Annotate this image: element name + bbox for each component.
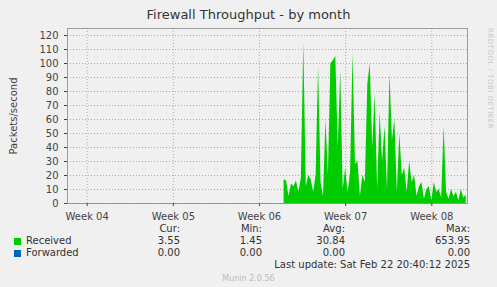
svg-text:Week 08: Week 08 xyxy=(410,211,453,221)
html-text:Min:: Min: xyxy=(240,223,262,234)
svg-text:Packets/second: Packets/second xyxy=(8,78,19,155)
html-text:RRDTOOL / TOBI OETIKER: RRDTOOL / TOBI OETIKER xyxy=(486,28,494,130)
html-text:3.55: 3.55 xyxy=(157,235,180,246)
html-text:1.45: 1.45 xyxy=(239,235,262,246)
html-text:Last update: Sat Feb 22 20:40:: Last update: Sat Feb 22 20:40:12 2025 xyxy=(274,259,470,270)
html-text:Avg:: Avg: xyxy=(323,223,345,234)
svg-text:Week 05: Week 05 xyxy=(152,211,195,221)
html-text:0.00: 0.00 xyxy=(239,247,262,258)
svg-text:Week 04: Week 04 xyxy=(66,211,109,221)
html-text:653.95: 653.95 xyxy=(435,235,470,246)
svg-text:20: 20 xyxy=(46,170,59,181)
svg-text:0: 0 xyxy=(52,198,58,209)
svg-text:50: 50 xyxy=(46,128,59,139)
svg-text:10: 10 xyxy=(46,184,59,195)
svg-text:Week 07: Week 07 xyxy=(324,211,367,221)
html-text:Munin 2.0.56: Munin 2.0.56 xyxy=(222,274,275,283)
svg-text:40: 40 xyxy=(46,142,59,153)
svg-text:30: 30 xyxy=(46,156,59,167)
svg-text:100: 100 xyxy=(39,58,58,69)
html-text:Firewall Throughput - by month: Firewall Throughput - by month xyxy=(146,7,351,22)
svg-text:120: 120 xyxy=(39,30,58,41)
html-text:Forwarded: Forwarded xyxy=(26,247,79,258)
html-text:30.84: 30.84 xyxy=(316,235,345,246)
html-text:Max:: Max: xyxy=(446,223,470,234)
html-text:Cur:: Cur: xyxy=(159,223,180,234)
svg-text:80: 80 xyxy=(46,86,59,97)
html-text:0.00: 0.00 xyxy=(322,247,345,258)
svg-text:70: 70 xyxy=(46,100,59,111)
html-text:Received: Received xyxy=(26,235,72,246)
svg-text:60: 60 xyxy=(46,114,59,125)
html-text:0.00: 0.00 xyxy=(447,247,470,258)
svg-text:110: 110 xyxy=(39,44,58,55)
html-text:0.00: 0.00 xyxy=(157,247,180,258)
svg-text:Week 06: Week 06 xyxy=(238,211,281,221)
svg-text:90: 90 xyxy=(46,72,59,83)
